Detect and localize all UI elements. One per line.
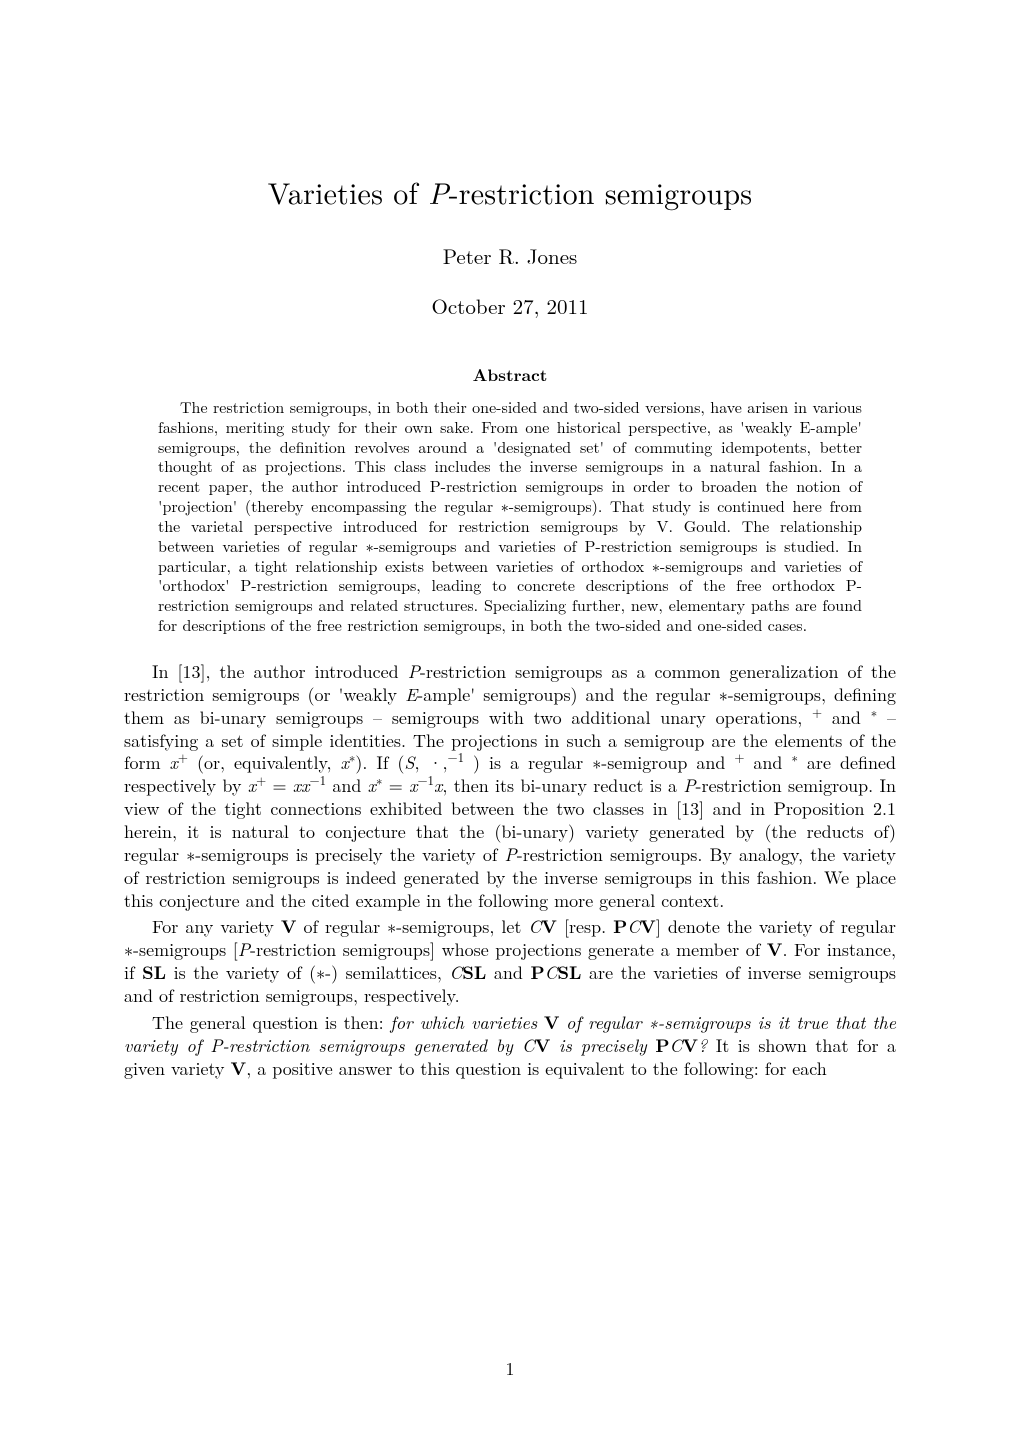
page-number: 1 [0,1356,1020,1381]
title-pre: Varieties of [268,170,428,213]
page: Varieties of P-restriction semigroups Pe… [0,0,1020,1080]
date: October 27, 2011 [124,291,896,321]
title-post: -restriction semigroups [449,170,753,213]
body-paragraph-2: For any variety V of regular ∗-semigroup… [124,916,896,1007]
abstract-text: The restriction semigroups, in both thei… [158,397,862,635]
abstract-body: The restriction semigroups, in both thei… [158,397,862,635]
body-paragraph-3: The general question is then: for which … [124,1012,896,1081]
title-ital: P [428,170,449,213]
author: Peter R. Jones [124,241,896,271]
body-paragraph-1: In [13], the author introduced P-restric… [124,661,896,912]
abstract-heading: Abstract [124,363,896,387]
paper-title: Varieties of P-restriction semigroups [124,170,896,213]
